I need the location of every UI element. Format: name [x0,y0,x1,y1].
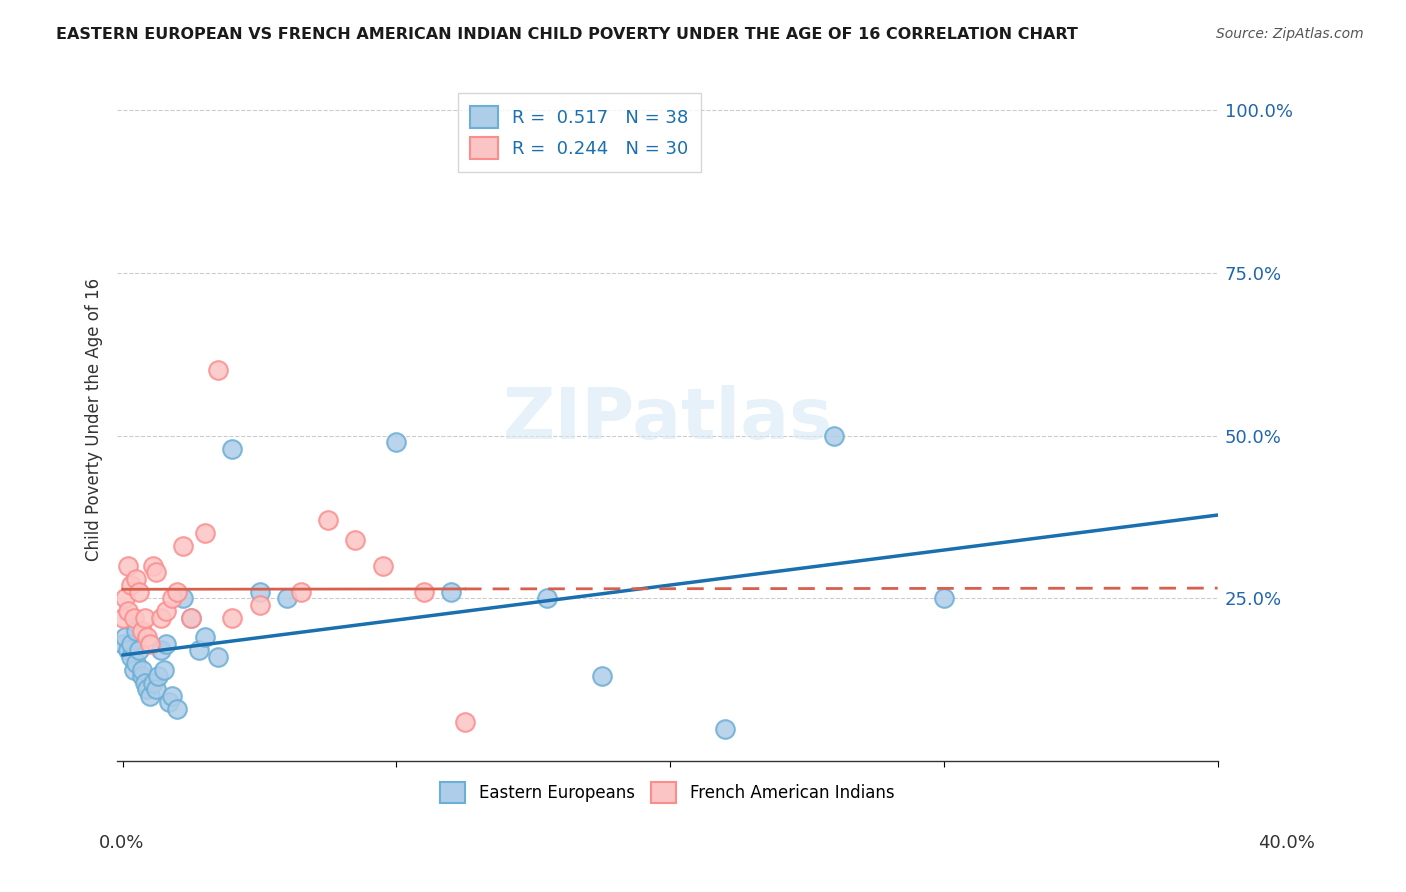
Point [136,682,159,697]
Point [122,611,145,625]
Point [139,637,162,651]
Point [152,663,174,677]
Point [160,591,183,606]
Point [591,669,613,683]
Point [134,676,156,690]
Point [145,682,167,697]
Point [142,558,165,573]
Point [150,611,173,625]
Point [134,611,156,625]
Point [145,566,167,580]
Point [249,598,271,612]
Point [714,722,737,736]
Point [180,611,202,625]
Text: 0.0%: 0.0% [98,834,143,852]
Point [131,624,153,638]
Y-axis label: Child Poverty Under the Age of 16: Child Poverty Under the Age of 16 [86,277,103,561]
Point [180,611,202,625]
Text: ZIPatlas: ZIPatlas [502,384,832,454]
Point [166,584,188,599]
Text: Source: ZipAtlas.com: Source: ZipAtlas.com [1216,27,1364,41]
Point [128,584,150,599]
Point [114,591,136,606]
Point [120,649,142,664]
Text: EASTERN EUROPEAN VS FRENCH AMERICAN INDIAN CHILD POVERTY UNDER THE AGE OF 16 COR: EASTERN EUROPEAN VS FRENCH AMERICAN INDI… [56,27,1078,42]
Point [114,631,136,645]
Point [111,611,134,625]
Point [536,591,558,606]
Point [131,663,153,677]
Point [142,676,165,690]
Point [172,539,194,553]
Point [125,572,148,586]
Point [117,604,139,618]
Point [221,442,243,456]
Point [454,714,477,729]
Point [166,702,188,716]
Point [117,643,139,657]
Point [290,584,312,599]
Point [194,526,217,541]
Point [188,643,211,657]
Point [117,558,139,573]
Point [249,584,271,599]
Text: 40.0%: 40.0% [1258,834,1315,852]
Point [207,649,229,664]
Legend: Eastern Europeans, French American Indians: Eastern Europeans, French American India… [429,771,905,814]
Point [128,643,150,657]
Point [371,558,394,573]
Point [385,435,408,450]
Point [122,663,145,677]
Point [194,631,217,645]
Point [412,584,434,599]
Point [344,533,367,547]
Point [150,643,173,657]
Point [157,696,180,710]
Point [207,363,229,377]
Point [440,584,463,599]
Point [823,428,845,442]
Point [131,669,153,683]
Point [316,513,339,527]
Point [160,689,183,703]
Point [155,637,177,651]
Point [155,604,177,618]
Point [111,637,134,651]
Point [139,689,162,703]
Point [932,591,955,606]
Point [120,578,142,592]
Point [136,631,159,645]
Point [120,637,142,651]
Point [125,624,148,638]
Point [148,669,170,683]
Point [221,611,243,625]
Point [172,591,194,606]
Point [276,591,298,606]
Point [125,657,148,671]
